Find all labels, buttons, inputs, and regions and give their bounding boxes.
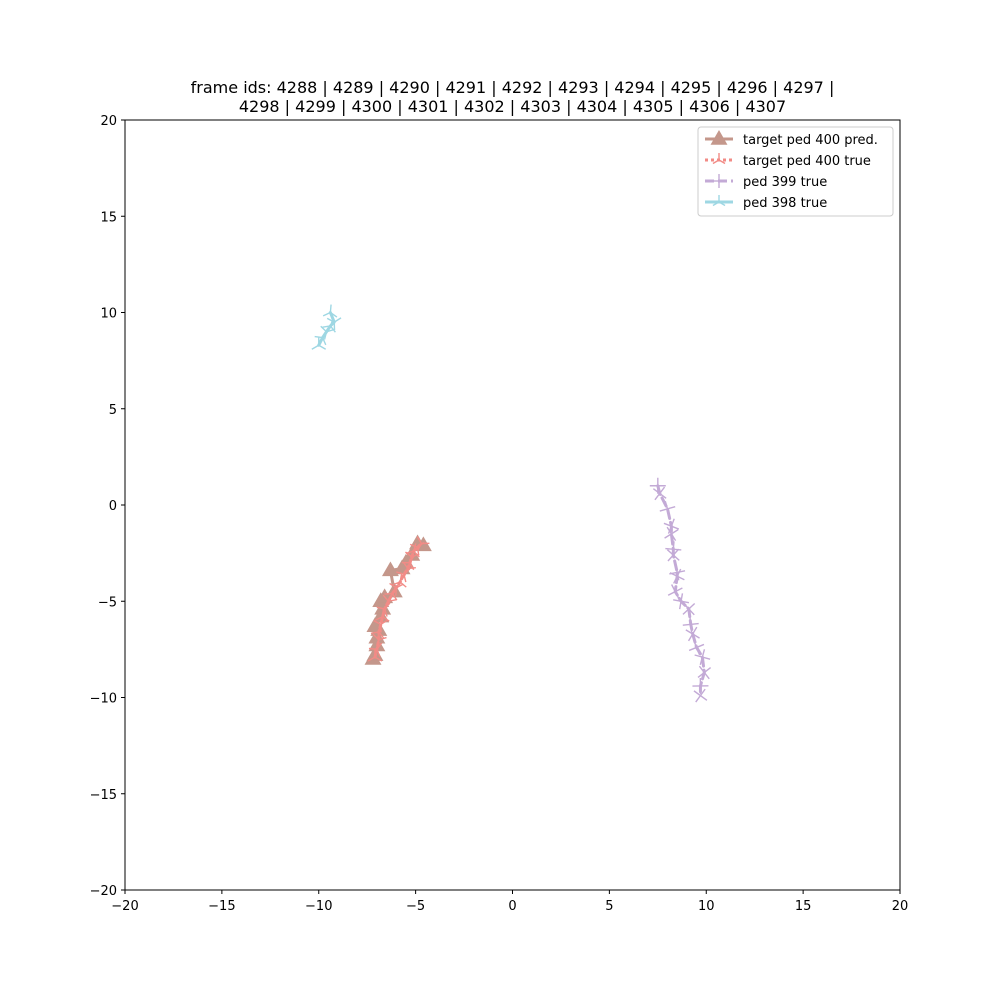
legend-label: ped 398 true <box>743 196 827 211</box>
series-line <box>317 311 336 347</box>
y-tick-label: −10 <box>90 692 117 707</box>
legend-label: ped 399 true <box>743 175 827 190</box>
triangle-marker <box>710 129 728 145</box>
plus-marker <box>694 649 711 665</box>
tri-marker <box>326 317 342 331</box>
legend-label: target ped 400 true <box>743 154 871 169</box>
tri-marker <box>712 153 726 165</box>
triangle-marker <box>381 561 399 577</box>
series-0 <box>364 534 432 665</box>
plus-marker <box>692 677 709 694</box>
series-2 <box>649 477 712 703</box>
plus-marker <box>682 616 699 633</box>
tri-marker <box>372 633 387 648</box>
legend: target ped 400 pred. target ped 400 true p… <box>697 126 894 217</box>
x-tick-label: −5 <box>406 899 425 914</box>
plus-marker <box>664 526 679 542</box>
tri-marker <box>368 642 383 658</box>
x-tick-label: −20 <box>111 899 138 914</box>
tri-marker <box>373 619 388 633</box>
series-layer <box>311 304 712 703</box>
plus-marker <box>652 486 667 501</box>
x-tick-label: 15 <box>795 899 812 914</box>
plus-marker <box>659 500 676 517</box>
y-tick-label: 5 <box>109 403 117 418</box>
tri-marker <box>712 195 726 207</box>
plus-marker <box>666 548 680 562</box>
tri-marker <box>367 649 383 662</box>
series-1 <box>367 536 430 662</box>
x-tick-label: 0 <box>508 899 516 914</box>
series-line <box>656 484 706 698</box>
x-tick-label: 5 <box>605 899 613 914</box>
ticks-layer: −20 −15 −10 −5 0 5 10 15 20 −20 −15 −10 −5 0 5 10 15 20 <box>90 114 909 914</box>
series-3 <box>311 304 342 350</box>
chart-title-line-1: frame ids: 4288 | 4289 | 4290 | 4291 | 4… <box>190 78 835 97</box>
y-tick-label: 0 <box>109 499 117 514</box>
tri-marker <box>392 573 407 588</box>
tri-marker <box>322 304 338 318</box>
legend-box <box>697 126 894 217</box>
tri-marker <box>322 318 336 333</box>
y-tick-label: −20 <box>90 884 117 899</box>
x-tick-label: 20 <box>892 899 909 914</box>
tri-marker <box>375 608 390 622</box>
plus-marker <box>693 688 708 703</box>
y-tick-label: −5 <box>98 595 117 610</box>
x-tick-label: 10 <box>698 899 715 914</box>
plus-marker <box>685 626 700 642</box>
x-tick-label: −10 <box>305 899 332 914</box>
y-tick-label: −15 <box>90 788 117 803</box>
plus-marker <box>673 593 690 610</box>
tri-marker <box>382 594 397 610</box>
plus-marker <box>688 639 705 656</box>
chart-title-line-2: 4298 | 4299 | 4300 | 4301 | 4302 | 4303 … <box>238 97 787 116</box>
plus-marker <box>649 477 666 494</box>
legend-label: target ped 400 pred. <box>743 133 878 148</box>
tri-marker <box>311 337 327 350</box>
y-tick-label: 15 <box>100 210 117 225</box>
y-tick-label: 10 <box>100 307 117 322</box>
y-tick-label: 20 <box>100 114 117 129</box>
plus-marker <box>682 602 696 616</box>
plus-marker <box>669 568 685 584</box>
tri-marker <box>405 543 420 558</box>
plus-marker <box>697 665 712 680</box>
plus-marker <box>667 584 683 600</box>
plus-marker <box>712 174 726 188</box>
x-tick-label: −15 <box>208 899 235 914</box>
tri-marker <box>416 536 430 551</box>
axes-frame <box>124 119 901 891</box>
tri-marker <box>389 582 404 596</box>
